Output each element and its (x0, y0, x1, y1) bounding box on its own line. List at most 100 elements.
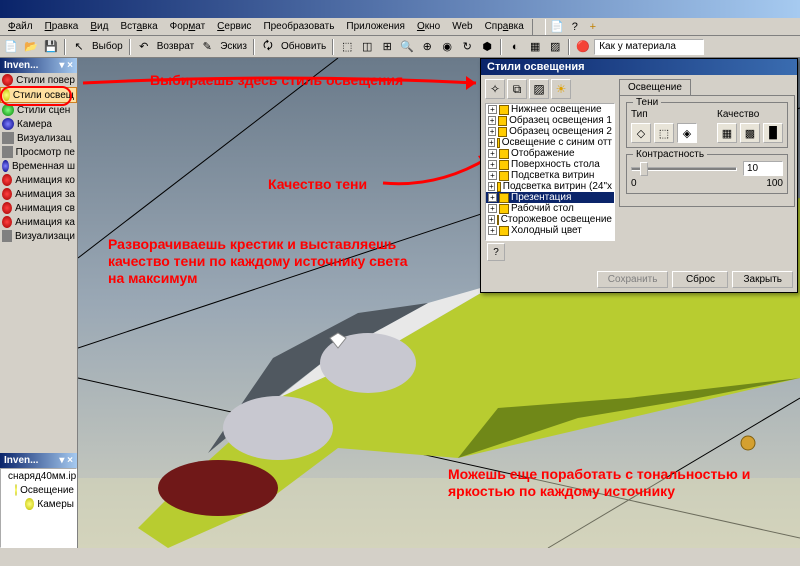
refresh-label[interactable]: Обновить (279, 41, 328, 52)
contrast-slider[interactable] (631, 167, 737, 171)
menu-web[interactable]: Web (446, 21, 478, 32)
expand-icon[interactable]: + (488, 127, 496, 136)
menu-apps[interactable]: Приложения (340, 21, 411, 32)
back-icon[interactable]: ↶ (135, 38, 153, 56)
expand-icon[interactable]: + (488, 116, 496, 125)
expand-icon[interactable]: + (488, 105, 497, 114)
dlg-light-icon[interactable]: ☀ (551, 79, 571, 99)
sidebar-item[interactable]: Анимация св (0, 201, 77, 215)
menu-insert[interactable]: Вставка (114, 21, 163, 32)
expand-icon[interactable]: + (488, 226, 497, 235)
open-icon[interactable]: 📂 (22, 38, 40, 56)
sidebar-item[interactable]: Анимация ко (0, 173, 77, 187)
browser-item[interactable]: Освещение (1, 483, 76, 497)
tree-item[interactable]: +Образец освещения 1 (486, 115, 614, 126)
material-input[interactable] (594, 39, 704, 55)
menu-help[interactable]: Справка (479, 21, 530, 32)
shadow-type-3[interactable]: ◈ (677, 123, 697, 143)
lighting-tree[interactable]: +Нижнее освещение+Образец освещения 1+Об… (485, 103, 615, 241)
sidebar-item[interactable]: Стили повер (0, 73, 77, 87)
sidebar-item[interactable]: Анимация за (0, 187, 77, 201)
tb-icon[interactable]: 🔍 (398, 38, 416, 56)
viewport[interactable]: Стили освещения ✧ ⧉ ▨ ☀ +Нижнее освещени… (78, 58, 800, 548)
shadows-group: Тени Тип ◇ ⬚ ◈ (626, 102, 788, 148)
tree-item[interactable]: +Поверхность стола (486, 159, 614, 170)
sidebar-item[interactable]: Стили освещ (0, 87, 77, 103)
dlg-copy-icon[interactable]: ⧉ (507, 79, 527, 99)
tree-item[interactable]: +Образец освещения 2 (486, 126, 614, 137)
sidebar-item[interactable]: Визуализаци (0, 229, 77, 243)
tree-item[interactable]: +Нижнее освещение (486, 104, 614, 115)
menu-file[interactable]: Файл (2, 21, 39, 32)
tb-icon[interactable]: ◫ (358, 38, 376, 56)
back-label[interactable]: Возврат (155, 41, 197, 52)
tb-icon[interactable]: ▦ (526, 38, 544, 56)
select-label[interactable]: Выбор (90, 41, 125, 52)
refresh-icon[interactable]: 🗘 (259, 38, 277, 56)
sidebar-item[interactable]: Камера (0, 117, 77, 131)
material-icon[interactable]: 🔴 (574, 38, 592, 56)
quality-3[interactable]: █ (763, 123, 783, 143)
menu-window[interactable]: Окно (411, 21, 446, 32)
save-icon[interactable]: 💾 (42, 38, 60, 56)
quality-1[interactable]: ▦ (717, 123, 737, 143)
expand-icon[interactable]: + (488, 204, 497, 213)
sketch-label[interactable]: Эскиз (218, 41, 249, 52)
tab-lighting[interactable]: Освещение (619, 79, 691, 95)
shadow-type-1[interactable]: ◇ (631, 123, 651, 143)
sidebar-item[interactable]: Анимация ка (0, 215, 77, 229)
browser-item[interactable]: снаряд40мм.ipt (1, 469, 76, 483)
tree-item[interactable]: +Отображение (486, 148, 614, 159)
help-icon[interactable]: ? (566, 18, 584, 36)
sidebar-item[interactable]: Временная ш (0, 159, 77, 173)
tb-icon[interactable]: ⊞ (378, 38, 396, 56)
dlg-del-icon[interactable]: ▨ (529, 79, 549, 99)
help-icon[interactable]: ? (487, 243, 505, 261)
menu-view[interactable]: Вид (84, 21, 114, 32)
close-button[interactable]: Закрыть (732, 271, 793, 288)
reset-button[interactable]: Сброс (672, 271, 728, 288)
panel-menu-icon[interactable]: ▾ × (59, 60, 73, 71)
expand-icon[interactable]: + (488, 182, 495, 191)
tree-item[interactable]: +Освещение с синим отт (486, 137, 614, 148)
dlg-new-icon[interactable]: ✧ (485, 79, 505, 99)
tree-item[interactable]: +Подсветка витрин (486, 170, 614, 181)
tree-item[interactable]: +Рабочий стол (486, 203, 614, 214)
icon-btn[interactable]: 📄 (548, 18, 566, 36)
sidebar-item[interactable]: Просмотр пе (0, 145, 77, 159)
cursor-icon[interactable]: ↖ (70, 38, 88, 56)
tb-icon[interactable]: ⬢ (478, 38, 496, 56)
expand-icon[interactable]: + (488, 193, 497, 202)
tree-item[interactable]: +Презентация (486, 192, 614, 203)
contrast-input[interactable] (743, 161, 783, 176)
tb-icon[interactable]: ↻ (458, 38, 476, 56)
expand-icon[interactable]: + (488, 160, 497, 169)
save-button[interactable]: Сохранить (597, 271, 669, 288)
tb-icon[interactable]: ⊕ (418, 38, 436, 56)
tb-icon[interactable]: ◐ (506, 38, 524, 56)
menu-convert[interactable]: Преобразовать (257, 21, 340, 32)
plus-icon[interactable]: + (584, 18, 602, 36)
expand-icon[interactable]: + (488, 138, 495, 147)
sidebar-item[interactable]: Стили сцен (0, 103, 77, 117)
menu-tools[interactable]: Сервис (211, 21, 257, 32)
tree-item[interactable]: +Холодный цвет (486, 225, 614, 236)
menu-edit[interactable]: Правка (39, 21, 85, 32)
tb-icon[interactable]: ◉ (438, 38, 456, 56)
tb-icon[interactable]: ⬚ (338, 38, 356, 56)
tree-item[interactable]: +Сторожевое освещение (486, 214, 614, 225)
sketch-icon[interactable]: ✎ (198, 38, 216, 56)
tb-icon[interactable]: ▨ (546, 38, 564, 56)
shadow-type-2[interactable]: ⬚ (654, 123, 674, 143)
sidebar-item[interactable]: Визуализац (0, 131, 77, 145)
panel-menu-icon[interactable]: ▾ × (59, 455, 73, 466)
tree-item[interactable]: +Подсветка витрин (24"x (486, 181, 614, 192)
expand-icon[interactable]: + (488, 215, 495, 224)
new-icon[interactable]: 📄 (2, 38, 20, 56)
quality-2[interactable]: ▩ (740, 123, 760, 143)
expand-icon[interactable]: + (488, 149, 497, 158)
browser-item[interactable]: Камеры (1, 497, 76, 511)
menu-format[interactable]: Формат (164, 21, 212, 32)
item-icon (2, 188, 12, 200)
expand-icon[interactable]: + (488, 171, 497, 180)
